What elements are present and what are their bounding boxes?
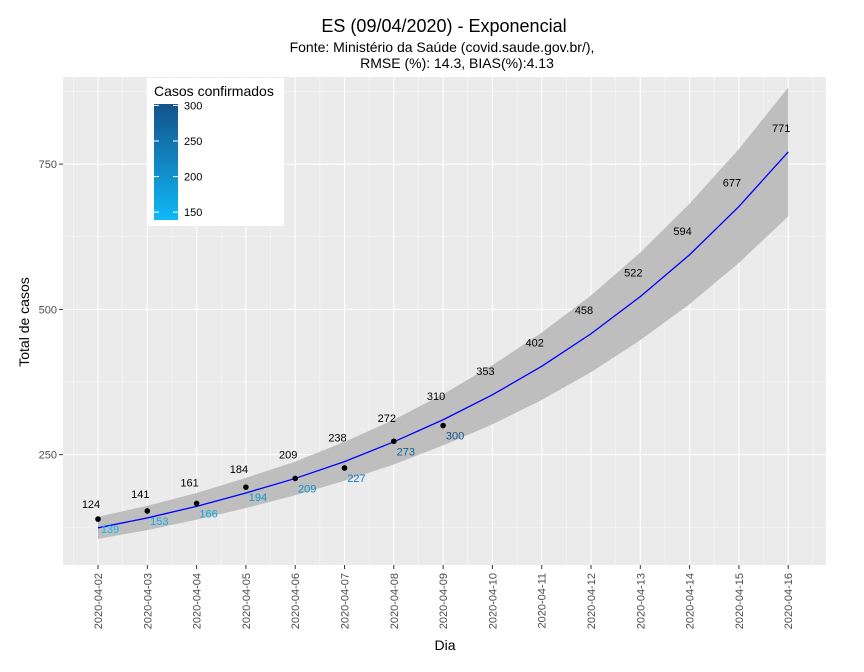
chart-title: ES (09/04/2020) - Exponencial bbox=[321, 16, 566, 36]
x-axis-tick-label: 2020-04-13 bbox=[635, 573, 647, 629]
confirmed-value-label: 153 bbox=[150, 516, 168, 528]
legend-ticks: 300 250 200 150 bbox=[154, 100, 202, 219]
x-axis-tick-label: 2020-04-04 bbox=[192, 573, 204, 629]
point-layer bbox=[95, 422, 446, 522]
fitted-value-label: 522 bbox=[624, 268, 642, 280]
confirmed-point bbox=[144, 508, 151, 514]
confirmed-point bbox=[292, 475, 299, 482]
x-axis-tick-label: 2020-04-02 bbox=[93, 573, 105, 629]
confirmed-value-label: 166 bbox=[199, 508, 217, 520]
x-axis-tick-label: 2020-04-10 bbox=[487, 573, 499, 629]
confirmed-value-label: 227 bbox=[347, 473, 365, 485]
confirmed-value-label: 209 bbox=[298, 483, 316, 495]
y-axis-label: Total de casos bbox=[16, 277, 32, 367]
x-axis-tick-label: 2020-04-05 bbox=[241, 573, 253, 629]
confirmed-value-label: 194 bbox=[249, 492, 267, 504]
x-axis-tick-label: 2020-04-09 bbox=[438, 573, 450, 629]
chart-subtitle-line2: RMSE (%): 14.3, BIAS(%):4.13 bbox=[360, 55, 554, 71]
y-axis-tick-label: 750 bbox=[39, 159, 57, 171]
fit-line bbox=[97, 151, 789, 529]
x-axis-label: Dia bbox=[434, 637, 455, 653]
fitted-value-label: 402 bbox=[526, 337, 544, 349]
fit-line-layer bbox=[97, 151, 789, 529]
data-label-layer: 124 141 161 184 209 238 272 310 353 402 458 522 594 6… bbox=[82, 123, 791, 536]
fitted-value-label: 677 bbox=[723, 178, 741, 190]
fitted-value-label: 161 bbox=[180, 477, 198, 489]
confirmed-point bbox=[341, 465, 348, 471]
confirmed-point bbox=[193, 500, 200, 507]
y-axis-tick-label: 500 bbox=[39, 304, 57, 316]
fitted-value-label: 353 bbox=[476, 366, 494, 378]
confidence-band bbox=[98, 87, 789, 539]
x-axis-tick-label: 2020-04-06 bbox=[290, 573, 302, 629]
x-axis-tick-label: 2020-04-03 bbox=[142, 573, 154, 629]
x-axis-tick-label: 2020-04-15 bbox=[734, 573, 746, 629]
legend-title: Casos confirmados bbox=[154, 83, 274, 99]
legend-colorbar bbox=[154, 104, 178, 220]
x-axis-tick-label: 2020-04-11 bbox=[537, 573, 549, 628]
x-axis-tick-label: 2020-04-08 bbox=[389, 573, 401, 629]
fitted-value-label: 272 bbox=[378, 413, 396, 425]
confirmed-point bbox=[95, 516, 101, 522]
fitted-value-label: 310 bbox=[427, 391, 445, 403]
confirmed-value-label: 300 bbox=[446, 431, 464, 443]
x-axis-tick-label: 2020-04-16 bbox=[783, 573, 795, 629]
legend-tick-label: 200 bbox=[184, 172, 202, 184]
fitted-value-label: 238 bbox=[328, 433, 346, 445]
fitted-value-label: 594 bbox=[673, 226, 691, 238]
confirmed-value-label: 273 bbox=[397, 446, 415, 458]
fitted-value-label: 184 bbox=[230, 464, 248, 476]
confirmed-value-label: 139 bbox=[101, 524, 119, 536]
confirmed-point bbox=[440, 422, 446, 429]
fitted-value-label: 771 bbox=[772, 123, 790, 135]
legend-tick-label: 300 bbox=[184, 100, 202, 112]
axis-layer: 250 500 750 2020-04-02 2020-04-03 2020-04-04 2… bbox=[39, 159, 796, 629]
legend-tick-label: 250 bbox=[184, 136, 202, 148]
fitted-value-label: 141 bbox=[131, 489, 149, 501]
fitted-value-label: 458 bbox=[575, 305, 593, 317]
fitted-value-label: 209 bbox=[279, 449, 297, 461]
chart-subtitle-line1: Fonte: Ministério da Saúde (covid.saude.… bbox=[290, 39, 595, 55]
y-axis-tick-label: 250 bbox=[39, 450, 57, 462]
legend: Casos confirmados 300 250 200 150 bbox=[147, 78, 284, 226]
legend-tick-label: 150 bbox=[184, 207, 202, 219]
x-axis-tick-label: 2020-04-14 bbox=[685, 573, 697, 629]
confirmed-point bbox=[243, 484, 249, 490]
x-axis-tick-label: 2020-04-07 bbox=[340, 573, 352, 629]
confirmed-point bbox=[391, 438, 397, 445]
x-axis-tick-label: 2020-04-12 bbox=[586, 573, 598, 629]
fitted-value-label: 124 bbox=[82, 499, 100, 511]
confidence-band-layer bbox=[98, 87, 789, 539]
